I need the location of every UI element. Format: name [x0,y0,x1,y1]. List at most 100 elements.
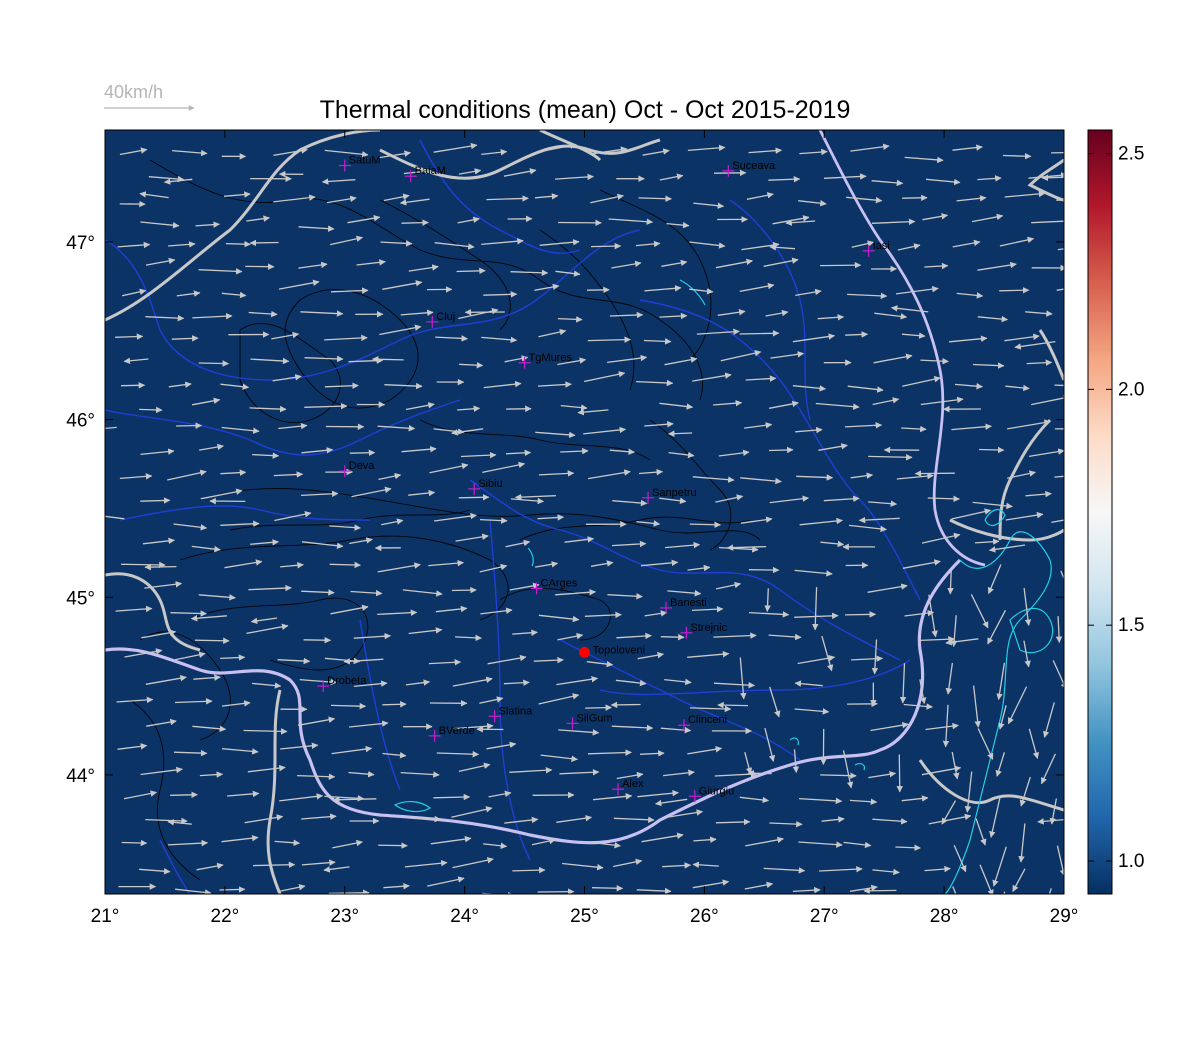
wind-arrow-icon [383,882,410,890]
wind-arrow-icon [558,729,600,736]
wind-arrow-icon [947,570,954,595]
wind-arrow-icon [972,362,1005,369]
wind-arrow-icon [668,451,695,459]
wind-arrow-icon [378,472,402,481]
wind-arrow-icon [348,770,375,778]
wind-arrow-icon [868,771,897,779]
wind-arrow-icon [1028,448,1064,458]
wind-arrow-icon [274,510,312,522]
wind-arrow-icon [224,559,263,569]
wind-arrow-icon [715,581,742,590]
wind-arrow-icon [427,876,465,887]
wind-arrow-icon [609,448,635,455]
wind-arrow-icon [637,651,665,660]
wind-arrow-icon [273,471,304,478]
wind-arrow-icon [117,743,148,750]
wind-arrow-icon [764,588,771,612]
wind-arrow-icon [324,382,359,389]
wind-arrow-icon [324,149,369,158]
wind-arrow-icon [584,611,622,619]
wind-arrow-icon [301,589,335,596]
wind-arrow-icon [920,357,949,365]
wind-arrow-icon [538,693,580,705]
wind-arrow-icon [534,193,559,200]
highlight-station-group: Topoloveni [579,644,645,658]
wind-arrow-icon [279,884,306,892]
wind-arrow-icon [194,637,230,645]
wind-arrow-icon [512,629,538,636]
wind-arrow-icon [666,221,690,229]
wind-arrow-icon [591,885,624,892]
station-label: Suceava [732,160,776,172]
wind-arrow-icon [844,422,883,429]
wind-arrow-icon [924,262,949,270]
wind-arrow-icon [607,593,643,600]
wind-arrow-icon [644,285,682,292]
wind-arrow-icon [195,221,220,228]
wind-arrow-icon [175,888,212,894]
wind-arrow-icon [763,867,806,874]
wind-arrow-icon [1054,384,1064,387]
wind-arrow-icon [664,541,701,549]
wind-arrow-icon [641,832,684,843]
wind-arrow-icon [278,279,320,290]
wind-arrow-icon [1003,891,1006,894]
wind-arrow-icon [479,696,504,704]
wind-arrow-icon [404,859,448,868]
wind-arrow-icon [591,146,628,155]
wind-arrow-icon [220,654,246,661]
station-marker: SatuM [338,155,381,172]
wind-arrow-icon [689,241,726,249]
wind-arrow-icon [1055,616,1063,644]
x-tick-label: 23° [330,906,359,927]
wind-arrow-icon [1005,384,1030,392]
wind-arrow-icon [301,859,336,866]
wind-arrow-icon [531,837,556,846]
wind-arrow-icon [115,605,153,613]
colorbar-gradient [1087,129,1113,895]
wind-arrow-icon [371,356,404,363]
wind-arrow-icon [794,708,830,715]
wind-arrow-icon [687,650,730,658]
wind-arrow-icon [487,654,527,665]
highlight-station-label: Topoloveni [593,644,646,656]
wind-arrow-icon [172,149,208,157]
x-tick-label: 21° [91,906,120,927]
wind-arrow-icon [434,242,475,250]
wind-arrow-icon [124,648,163,658]
wind-arrow-icon [246,623,289,635]
wind-arrow-icon [792,749,800,774]
wind-arrow-icon [343,658,384,665]
wind-arrow-icon [117,241,151,249]
wind-arrow-icon [611,260,642,269]
wind-arrow-icon [140,766,183,776]
wind-arrow-icon [557,632,584,641]
wind-arrow-icon [435,605,468,613]
wind-arrow-icon [1037,818,1064,825]
wind-arrow-icon [577,408,609,416]
wind-arrow-icon [321,178,356,185]
wind-arrow-icon [562,862,604,871]
wind-arrow-icon [488,790,512,798]
wind-arrow-icon [868,500,898,507]
station-marker: Slatina [488,705,533,723]
wind-arrow-icon [119,147,148,156]
wind-arrow-icon [952,144,983,151]
wind-arrow-icon [927,495,960,503]
longitude-axis: 21° 22° 23° 24° 25° 26° 27° 28° 29° [91,130,1078,927]
wind-arrow-icon [642,148,670,156]
wind-arrow-icon [479,517,508,524]
wind-arrow-icon [272,374,302,382]
wind-arrow-icon [798,797,843,805]
wind-arrow-icon [486,741,517,750]
x-tick-label: 27° [810,906,839,927]
wind-arrow-icon [924,865,951,873]
wind-arrow-icon [400,309,434,317]
wind-arrow-icon [377,424,416,432]
wind-arrow-icon [330,702,367,710]
x-tick-label: 26° [690,906,719,927]
wind-arrow-icon [451,586,477,594]
wind-arrow-icon [644,610,668,617]
wind-arrow-icon [141,629,177,639]
wind-arrow-icon [769,244,796,251]
